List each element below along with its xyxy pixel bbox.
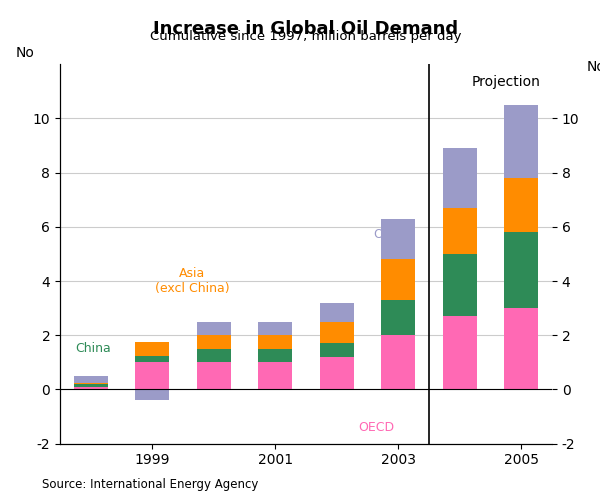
Text: Other: Other — [374, 228, 409, 241]
Y-axis label: No: No — [16, 46, 35, 60]
Bar — [259, 322, 292, 335]
Text: Asia
(excl China): Asia (excl China) — [155, 267, 230, 295]
Bar — [197, 349, 230, 362]
Text: Cumulative since 1997, million barrels per day: Cumulative since 1997, million barrels p… — [150, 30, 462, 43]
Bar — [382, 219, 415, 259]
Text: Source: International Energy Agency: Source: International Energy Agency — [42, 478, 259, 491]
Bar — [505, 105, 538, 178]
Bar — [259, 335, 292, 349]
Bar — [382, 259, 415, 300]
Text: Projection: Projection — [472, 75, 541, 89]
Bar — [505, 178, 538, 232]
Bar — [259, 349, 292, 362]
Bar — [74, 384, 107, 387]
Bar — [505, 232, 538, 308]
Bar — [320, 322, 353, 343]
Bar — [136, 342, 169, 355]
Y-axis label: No: No — [587, 60, 600, 74]
Bar — [443, 317, 476, 389]
Bar — [136, 362, 169, 389]
Text: China: China — [76, 342, 111, 354]
Bar — [443, 208, 476, 254]
Bar — [320, 303, 353, 322]
Bar — [443, 254, 476, 317]
Bar — [505, 308, 538, 389]
Bar — [320, 343, 353, 357]
Bar — [136, 355, 169, 362]
Bar — [320, 357, 353, 389]
Bar — [197, 322, 230, 335]
Bar — [443, 148, 476, 208]
Bar — [74, 376, 107, 383]
Bar — [382, 335, 415, 389]
Bar — [259, 362, 292, 389]
Bar — [74, 387, 107, 389]
Bar — [382, 300, 415, 335]
Bar — [136, 389, 169, 400]
Bar — [197, 362, 230, 389]
Text: OECD: OECD — [358, 422, 394, 434]
Bar — [74, 383, 107, 384]
Title: Increase in Global Oil Demand: Increase in Global Oil Demand — [154, 20, 458, 37]
Bar — [197, 335, 230, 349]
